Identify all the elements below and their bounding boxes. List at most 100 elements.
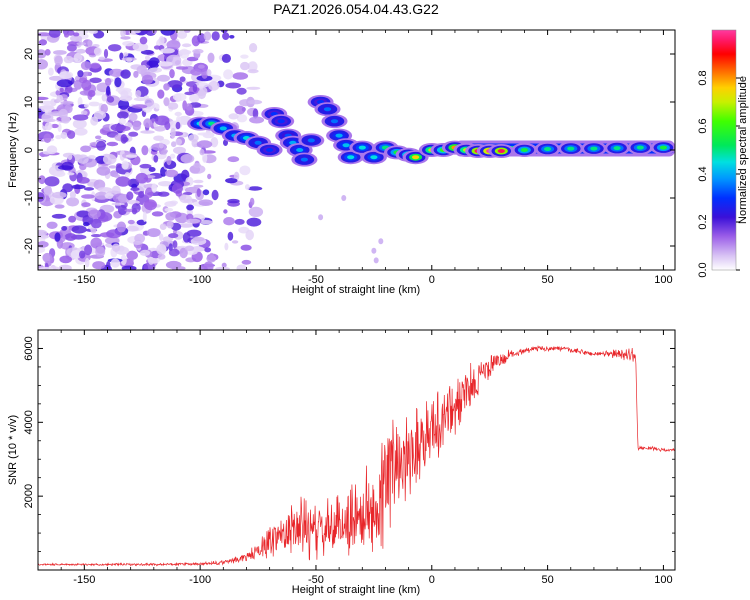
noise-speck [116, 163, 123, 169]
noise-speck [46, 145, 58, 155]
noise-speck [129, 257, 134, 264]
noise-speck [56, 79, 73, 88]
noise-speck [77, 70, 84, 78]
noise-speck [157, 74, 170, 82]
noise-speck [173, 146, 186, 155]
noise-speck [140, 130, 155, 134]
noise-speck [72, 119, 87, 129]
noise-speck [87, 155, 96, 159]
y-tick-label: -20 [23, 238, 35, 254]
noise-speck [131, 104, 148, 109]
noise-speck [148, 167, 156, 172]
noise-speck [88, 30, 98, 34]
ridge-blob [254, 140, 262, 145]
noise-speck [135, 90, 142, 98]
noise-speck [114, 77, 122, 88]
noise-speck [120, 254, 127, 266]
noise-speck [192, 236, 205, 242]
noise-speck [56, 94, 64, 102]
noise-speck [106, 96, 115, 103]
noise-speck [116, 221, 127, 233]
noise-speck [252, 108, 259, 119]
noise-speck [193, 162, 201, 168]
noise-speck [126, 191, 134, 201]
noise-speck [223, 209, 228, 214]
noise-speck [318, 214, 324, 221]
noise-speck [64, 33, 69, 38]
noise-speck [108, 165, 117, 169]
noise-speck [164, 169, 179, 178]
y-tick-label: 2000 [23, 484, 35, 508]
noise-speck [104, 192, 114, 199]
colorbar-tick-label: 0.6 [697, 118, 709, 133]
x-tick-label: -150 [73, 274, 95, 286]
noise-speck [208, 80, 220, 91]
noise-speck [207, 52, 215, 63]
noise-speck [233, 171, 240, 181]
noise-speck [117, 111, 129, 119]
noise-speck [139, 36, 148, 45]
noise-speck [197, 132, 211, 136]
noise-speck [120, 134, 128, 144]
noise-speck [160, 150, 167, 155]
noise-speck [44, 122, 53, 131]
colorbar-frame [711, 29, 737, 271]
noise-speck [94, 191, 109, 200]
noise-speck [54, 232, 61, 242]
noise-speck [156, 243, 167, 255]
ridge-blob [370, 155, 378, 160]
noise-speck [202, 152, 208, 163]
noise-speck [136, 65, 147, 75]
noise-speck [71, 225, 87, 234]
noise-speck [58, 71, 74, 79]
chart-title: PAZ1.2026.054.04.43.G22 [273, 1, 439, 17]
noise-speck [82, 71, 92, 77]
noise-speck [46, 221, 58, 229]
noise-speck [183, 30, 191, 33]
ridge-blob [659, 145, 668, 150]
noise-speck [246, 217, 262, 227]
noise-speck [40, 153, 45, 158]
noise-speck [68, 215, 76, 223]
noise-speck [249, 197, 255, 206]
noise-speck [138, 191, 145, 198]
noise-speck [141, 145, 149, 156]
noise-speck [84, 244, 93, 256]
noise-speck [83, 103, 90, 108]
noise-speck [108, 44, 122, 52]
noise-speck [69, 191, 76, 199]
noise-speck [81, 79, 92, 91]
noise-speck [93, 47, 102, 56]
noise-speck [92, 261, 106, 270]
noise-speck [91, 234, 102, 238]
noise-speck [221, 53, 231, 63]
noise-speck [90, 237, 102, 249]
noise-speck [87, 209, 101, 219]
ridge-blob [613, 146, 621, 151]
noise-speck [38, 32, 51, 37]
noise-speck [49, 75, 64, 81]
noise-speck [228, 113, 239, 120]
noise-speck [143, 95, 150, 99]
noise-speck [110, 123, 126, 132]
noise-speck [58, 108, 68, 119]
noise-speck [247, 99, 263, 105]
noise-speck [115, 176, 131, 187]
noise-speck [121, 265, 137, 270]
x-tick-label: 0 [429, 574, 435, 586]
noise-speck [148, 67, 162, 73]
ridge-blob [636, 145, 644, 150]
noise-speck [179, 223, 194, 228]
noise-speck [127, 219, 135, 225]
noise-speck [80, 145, 92, 153]
snr-plot-area [38, 330, 675, 570]
noise-speck [167, 102, 179, 110]
noise-speck [211, 31, 220, 41]
noise-speck [220, 30, 228, 33]
noise-speck [189, 94, 200, 103]
noise-speck [203, 31, 212, 41]
y-tick-label: 0 [23, 147, 35, 153]
